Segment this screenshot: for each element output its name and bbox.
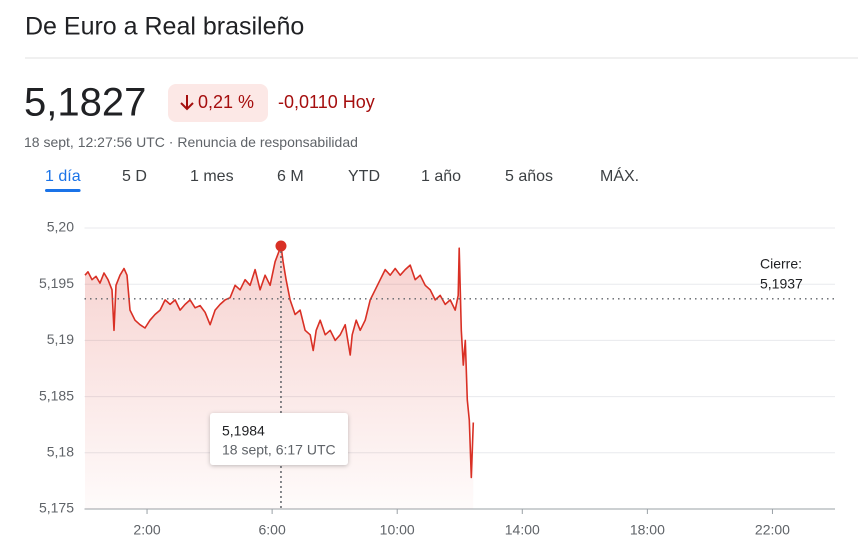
- tab[interactable]: 1 año: [421, 168, 461, 185]
- reference-label: Cierre:: [760, 256, 802, 272]
- y-tick-label: 5,18: [47, 444, 74, 460]
- tab[interactable]: 5 D: [122, 168, 147, 185]
- tab[interactable]: 1 mes: [190, 168, 234, 185]
- tooltip-time: 18 sept, 6:17 UTC: [222, 442, 336, 458]
- plot: 5,175 5,18 5,185 5,19 5,195 5,20 2:00 6:00 10:00…: [39, 219, 835, 538]
- tab[interactable]: 1 día: [45, 168, 81, 185]
- timestamp-line: 18 sept, 12:27:56 UTC · Renuncia de resp…: [24, 134, 358, 150]
- tooltip-box: [210, 413, 348, 465]
- x-tick-label: 14:00: [505, 522, 540, 538]
- y-tick-label: 5,175: [39, 500, 74, 516]
- change-pct: 0,21 %: [198, 92, 254, 112]
- tab[interactable]: 5 años: [505, 168, 553, 185]
- x-tick-label: 10:00: [380, 522, 415, 538]
- tab-underline: [45, 189, 81, 192]
- title: De Euro a Real brasileño: [25, 13, 304, 41]
- tabs: 1 día 5 D 1 mes 6 M YTD 1 año 5 años MÁX.: [45, 166, 639, 192]
- price-line: [84, 245, 475, 479]
- reference-value: 5,1937: [760, 276, 803, 292]
- timestamp: 18 sept, 12:27:56 UTC: [24, 134, 165, 150]
- disclaimer: Renuncia de responsabilidad: [177, 134, 358, 150]
- change-chip: [168, 84, 268, 122]
- x-tick-label: 18:00: [630, 522, 665, 538]
- y-tick-label: 5,185: [39, 387, 74, 403]
- tab[interactable]: 6 M: [277, 168, 304, 185]
- y-tick-label: 5,20: [47, 219, 74, 235]
- tooltip-value: 5,1984: [222, 423, 265, 439]
- x-tick-label: 6:00: [259, 522, 286, 538]
- x-tick-label: 22:00: [755, 522, 790, 538]
- y-tick-label: 5,195: [39, 275, 74, 291]
- hover-point: [275, 240, 287, 252]
- down-arrow: [180, 95, 194, 111]
- change-abs: -0,0110 Hoy: [278, 92, 375, 112]
- y-tick-label: 5,19: [47, 331, 74, 347]
- price: 5,1827: [24, 81, 146, 125]
- area: [85, 246, 474, 509]
- x-tick-label: 2:00: [133, 522, 160, 538]
- change-value: -0,0110: [278, 92, 338, 112]
- period: Hoy: [343, 92, 375, 112]
- tab[interactable]: YTD: [348, 168, 380, 185]
- tab[interactable]: MÁX.: [600, 166, 639, 185]
